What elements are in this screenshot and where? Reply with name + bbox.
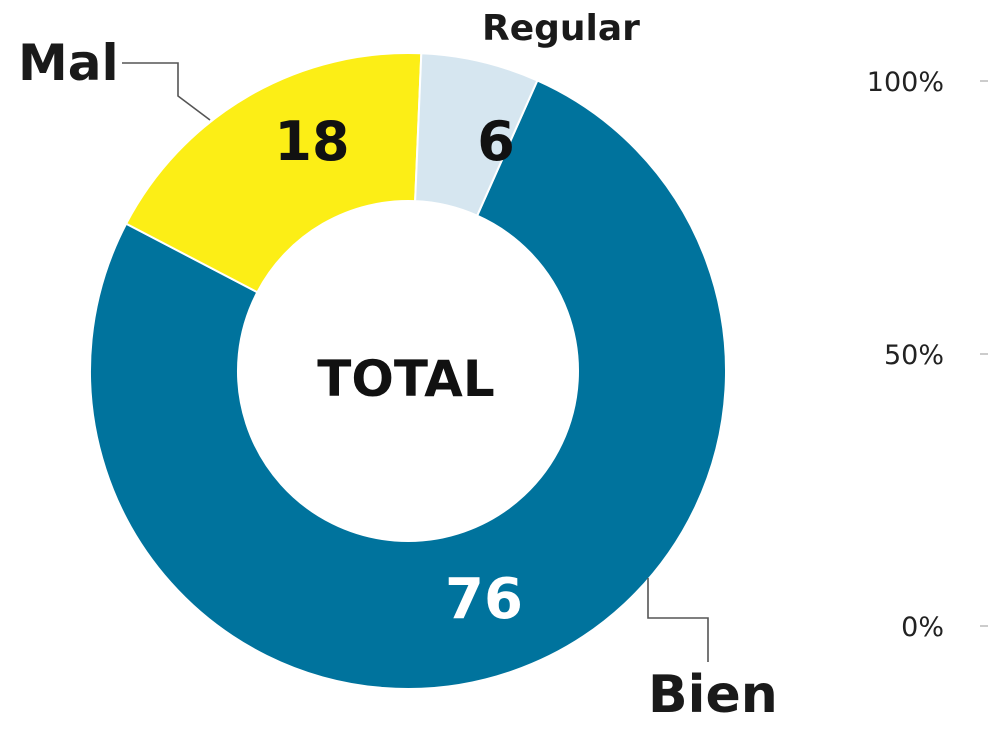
value-label-mal: 18 bbox=[274, 110, 349, 173]
donut-slices bbox=[89, 52, 727, 690]
center-label: TOTAL bbox=[317, 350, 494, 408]
tick-label-100: 100% bbox=[867, 67, 944, 98]
donut-slice-mal bbox=[124, 52, 423, 294]
tick-label-50: 50% bbox=[884, 340, 944, 371]
percent-scale: 100% 50% 0% bbox=[867, 67, 988, 643]
value-label-bien: 76 bbox=[445, 567, 523, 632]
category-label-mal: Mal bbox=[18, 34, 119, 92]
tick-label-0: 0% bbox=[901, 612, 944, 643]
donut-slice-regular bbox=[414, 52, 539, 218]
category-label-regular: Regular bbox=[482, 8, 640, 49]
donut-slice-bien bbox=[89, 79, 727, 690]
leader-line-bien bbox=[647, 578, 709, 662]
category-label-bien: Bien bbox=[648, 665, 778, 725]
leader-line-mal bbox=[122, 62, 211, 121]
value-label-regular: 6 bbox=[477, 110, 515, 173]
